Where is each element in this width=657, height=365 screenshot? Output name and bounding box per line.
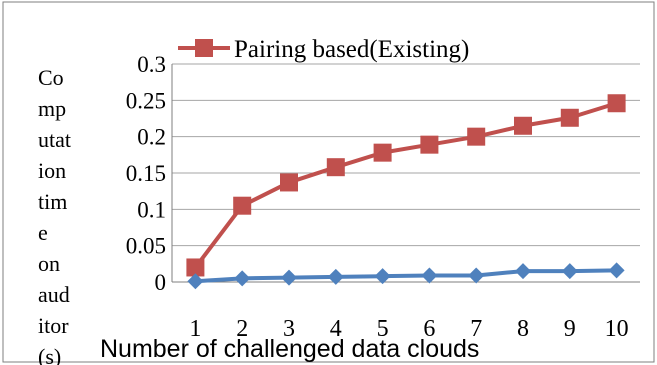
x-tick-label: 3 bbox=[283, 316, 295, 342]
y-axis-label-fragment: on bbox=[38, 251, 60, 276]
data-point bbox=[607, 94, 626, 113]
y-tick-label: 0.1 bbox=[137, 197, 166, 222]
y-tick-label: 0 bbox=[155, 270, 167, 295]
y-axis-label-fragment: tim bbox=[38, 189, 67, 214]
data-point bbox=[233, 196, 252, 215]
x-axis-title: Number of challenged data clouds bbox=[100, 335, 479, 363]
data-point bbox=[281, 269, 297, 286]
y-axis-label-fragment: ion bbox=[38, 158, 66, 183]
y-axis-label-fragment: (s) bbox=[38, 344, 61, 365]
legend-label-pairing-based: Pairing based(Existing) bbox=[234, 36, 469, 63]
data-point bbox=[280, 173, 298, 192]
series-layer bbox=[186, 94, 626, 290]
y-tick-label: 0.05 bbox=[126, 234, 166, 259]
tick-label-layer: 0 0.05 0.1 0.15 0.2 0.25 0.3 1 2 3 4 5 6 7 8 9 10 bbox=[126, 52, 629, 342]
series-1 bbox=[186, 94, 626, 277]
x-tick-label: 5 bbox=[377, 316, 389, 342]
data-point bbox=[373, 143, 392, 162]
series-line bbox=[193, 101, 618, 269]
y-axis-label-fragment: e bbox=[38, 220, 48, 245]
data-point bbox=[468, 267, 485, 284]
x-tick-label: 10 bbox=[605, 316, 629, 342]
series-2 bbox=[187, 262, 625, 290]
data-point bbox=[514, 116, 532, 135]
data-point bbox=[326, 158, 345, 177]
data-point bbox=[327, 268, 344, 285]
data-point bbox=[374, 268, 391, 285]
data-point bbox=[561, 263, 578, 280]
x-tick-label: 6 bbox=[423, 316, 435, 342]
data-point bbox=[608, 262, 625, 279]
y-tick-label: 0.25 bbox=[126, 88, 166, 113]
y-axis-label-fragment: itor bbox=[38, 313, 69, 338]
y-axis-label-fragment: mp bbox=[38, 96, 66, 121]
x-tick-label: 4 bbox=[330, 316, 342, 342]
data-point bbox=[515, 263, 531, 280]
x-tick-label: 9 bbox=[564, 316, 576, 342]
y-tick-label: 0.3 bbox=[137, 52, 166, 77]
x-tick-label: 1 bbox=[189, 316, 201, 342]
y-tick-label: 0.15 bbox=[126, 161, 166, 186]
y-axis-label-fragment: utat bbox=[38, 127, 71, 152]
data-point bbox=[421, 267, 438, 284]
y-tick-label: 0.2 bbox=[137, 125, 166, 150]
x-tick-label: 7 bbox=[470, 316, 482, 342]
legend-marker-pairing-based bbox=[195, 39, 213, 57]
data-point bbox=[560, 108, 579, 127]
data-point bbox=[467, 127, 486, 146]
y-axis-label-fragment: aud bbox=[38, 282, 70, 307]
y-axis-label-fragment: Co bbox=[38, 65, 64, 90]
data-point bbox=[186, 258, 205, 277]
x-tick-label: 2 bbox=[236, 316, 248, 342]
x-tick-label: 8 bbox=[517, 316, 529, 342]
data-point bbox=[234, 270, 251, 287]
y-axis-label: Co mp utat ion tim e on aud itor (s) bbox=[38, 65, 71, 365]
series-line bbox=[195, 268, 617, 284]
legend: Pairing based(Existing) bbox=[178, 36, 469, 63]
grid-layer bbox=[172, 63, 640, 283]
data-point bbox=[187, 273, 204, 290]
data-point bbox=[420, 135, 439, 154]
